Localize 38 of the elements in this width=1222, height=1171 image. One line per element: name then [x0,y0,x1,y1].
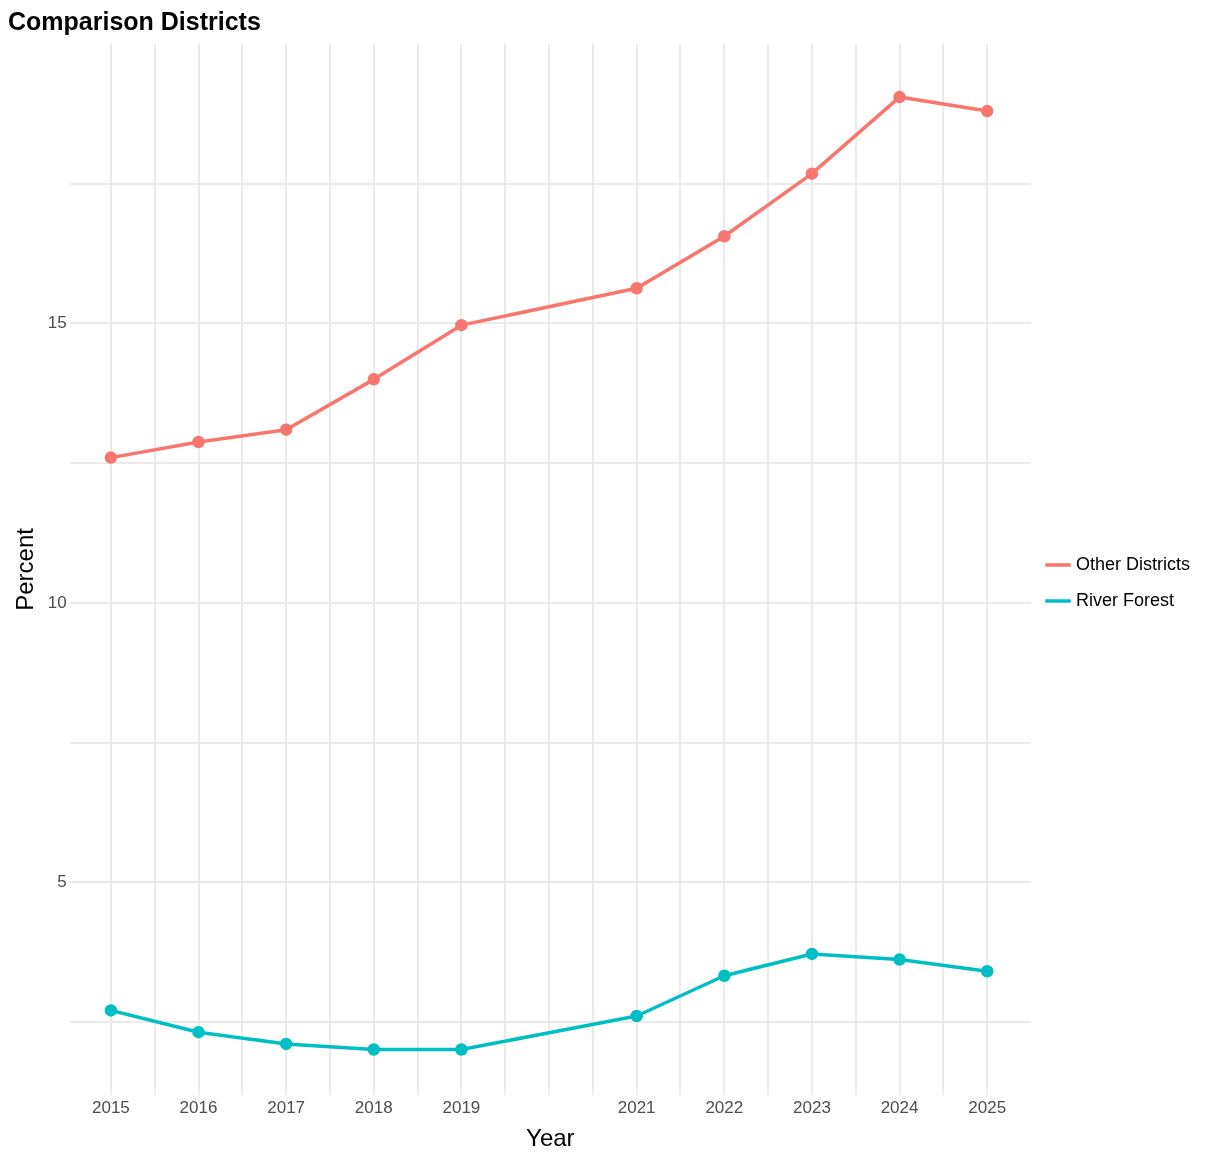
point [367,1043,381,1056]
point [104,451,118,464]
point [630,282,643,295]
point [367,373,381,386]
chart-title: Comparison Districts [8,6,261,35]
x-tick-label: 2015 [91,1097,130,1117]
point [192,435,205,449]
x-tick-label: 2016 [179,1097,218,1117]
point [980,965,994,978]
x-tick-label: 2023 [793,1097,831,1117]
y-axis-title: Percent [11,527,39,611]
x-tick-label: 2019 [442,1097,481,1117]
legend-label: Other Districts [1075,553,1190,574]
y-tick-label: 10 [47,592,67,612]
point [893,953,906,966]
point [980,104,994,118]
x-tick-label: 2025 [968,1097,1007,1117]
point [805,167,819,180]
point [279,423,293,436]
y-tick-label: 15 [47,313,67,333]
x-tick-label: 2024 [880,1097,919,1117]
x-axis-title: Year [526,1124,575,1152]
x-tick-label: 2018 [354,1097,393,1117]
point [805,947,819,961]
y-tick-label: 5 [57,872,67,892]
point [192,1025,205,1039]
x-tick-label: 2022 [705,1097,744,1117]
legend-label: River Forest [1075,589,1174,610]
point [893,90,906,104]
point [718,230,731,243]
point [455,1043,468,1056]
x-tick-label: 2021 [617,1097,656,1117]
point [279,1037,293,1051]
point [455,318,468,332]
point [630,1009,643,1023]
x-tick-label: 2017 [267,1097,306,1117]
point [104,1004,118,1017]
point [718,969,731,982]
